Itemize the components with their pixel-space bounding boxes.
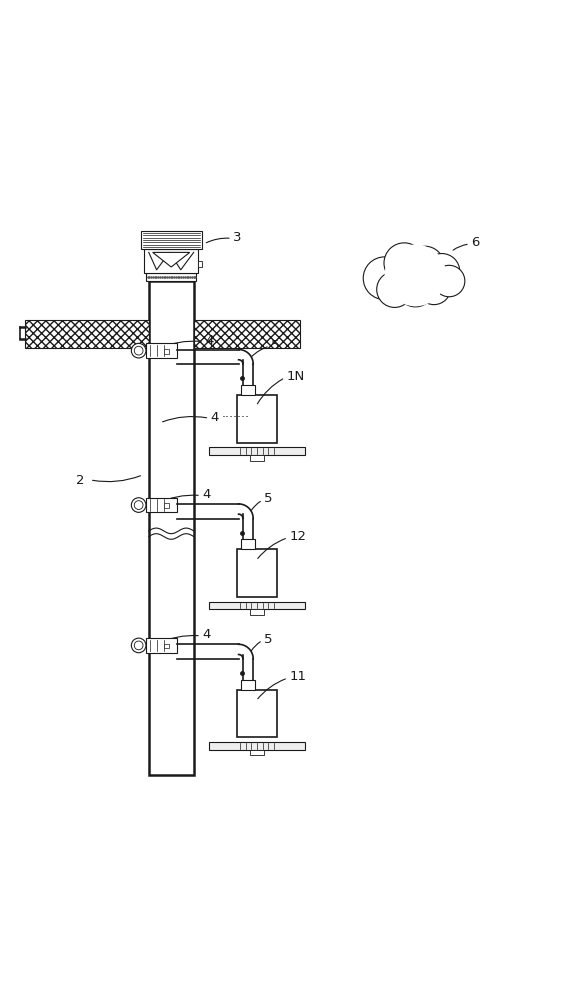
Polygon shape: [164, 349, 169, 354]
Polygon shape: [141, 231, 201, 249]
Text: 11: 11: [289, 670, 306, 683]
Polygon shape: [209, 447, 304, 455]
Polygon shape: [146, 638, 177, 653]
Polygon shape: [164, 644, 169, 648]
Polygon shape: [238, 690, 277, 737]
Polygon shape: [250, 455, 264, 461]
Polygon shape: [242, 539, 255, 549]
Polygon shape: [250, 750, 264, 755]
Polygon shape: [209, 602, 304, 609]
Text: 12: 12: [289, 530, 306, 543]
Text: 1N: 1N: [286, 370, 304, 383]
Polygon shape: [144, 249, 198, 273]
Circle shape: [132, 498, 146, 512]
Polygon shape: [238, 395, 277, 443]
Polygon shape: [26, 320, 149, 348]
Polygon shape: [209, 742, 304, 750]
Polygon shape: [146, 273, 197, 281]
Text: 4: 4: [205, 334, 213, 347]
Text: 4: 4: [202, 628, 210, 641]
Circle shape: [433, 265, 465, 297]
Circle shape: [384, 243, 425, 283]
Polygon shape: [250, 609, 264, 615]
Text: 4: 4: [202, 488, 210, 501]
Text: 6: 6: [472, 236, 480, 249]
Circle shape: [134, 346, 143, 355]
Polygon shape: [242, 680, 255, 690]
Circle shape: [132, 343, 146, 358]
Circle shape: [396, 269, 434, 307]
Circle shape: [132, 638, 146, 653]
Circle shape: [134, 641, 143, 650]
Polygon shape: [370, 250, 463, 292]
Circle shape: [417, 271, 451, 305]
Circle shape: [376, 271, 413, 307]
Polygon shape: [242, 385, 255, 395]
Polygon shape: [153, 252, 190, 267]
Text: 5: 5: [271, 339, 280, 352]
Polygon shape: [238, 549, 277, 597]
Text: 4: 4: [210, 411, 219, 424]
Circle shape: [384, 245, 446, 306]
Polygon shape: [149, 281, 194, 775]
Polygon shape: [164, 503, 169, 508]
Polygon shape: [194, 320, 301, 348]
Text: 2: 2: [76, 474, 84, 487]
Text: 3: 3: [233, 231, 242, 244]
Circle shape: [406, 246, 444, 284]
Polygon shape: [146, 343, 177, 358]
Circle shape: [424, 254, 460, 289]
Text: 5: 5: [264, 633, 272, 646]
Circle shape: [134, 501, 143, 509]
Polygon shape: [146, 498, 177, 512]
Circle shape: [363, 257, 406, 300]
Text: 5: 5: [264, 492, 272, 505]
Polygon shape: [198, 261, 201, 267]
Text: ·······: ·······: [222, 411, 249, 424]
